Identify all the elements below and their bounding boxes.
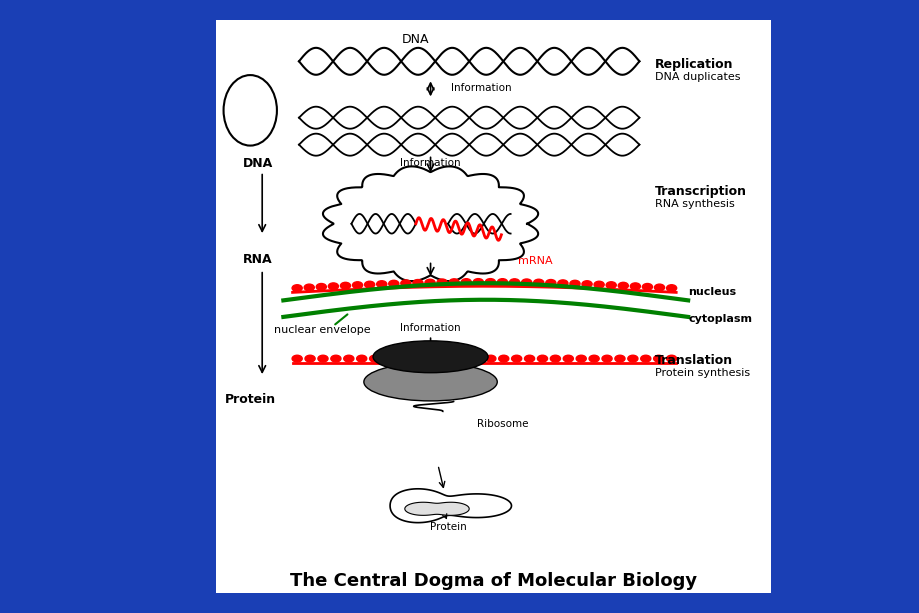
Circle shape	[630, 283, 640, 290]
Circle shape	[364, 281, 374, 288]
Circle shape	[328, 283, 338, 290]
Circle shape	[305, 356, 315, 362]
Circle shape	[331, 356, 341, 362]
Circle shape	[460, 356, 470, 362]
Circle shape	[460, 279, 471, 286]
Text: Protein synthesis: Protein synthesis	[654, 368, 749, 378]
Text: DNA duplicates: DNA duplicates	[654, 72, 740, 82]
Text: The Central Dogma of Molecular Biology: The Central Dogma of Molecular Biology	[290, 572, 697, 590]
Text: cytoplasm: cytoplasm	[687, 314, 752, 324]
Text: mRNA: mRNA	[517, 256, 552, 265]
Circle shape	[666, 284, 676, 292]
Circle shape	[472, 356, 482, 362]
Text: RNA synthesis: RNA synthesis	[654, 199, 734, 209]
Text: Information: Information	[400, 158, 460, 168]
Text: Protein: Protein	[224, 393, 276, 406]
Circle shape	[640, 356, 650, 362]
Circle shape	[537, 356, 547, 362]
Circle shape	[421, 356, 431, 362]
Circle shape	[413, 280, 423, 286]
Circle shape	[594, 281, 604, 288]
Text: Information: Information	[400, 324, 460, 333]
Circle shape	[550, 356, 560, 362]
Text: Information: Information	[450, 83, 511, 93]
Circle shape	[575, 356, 585, 362]
Circle shape	[369, 356, 380, 362]
Circle shape	[521, 279, 531, 286]
Circle shape	[641, 283, 652, 290]
Circle shape	[318, 356, 328, 362]
Circle shape	[509, 279, 519, 286]
Circle shape	[511, 356, 521, 362]
Circle shape	[588, 356, 598, 362]
Text: nucleus: nucleus	[687, 287, 735, 297]
Circle shape	[485, 279, 495, 286]
Circle shape	[434, 356, 444, 362]
Circle shape	[618, 283, 628, 289]
Circle shape	[557, 280, 567, 287]
Circle shape	[601, 356, 611, 362]
Text: Replication: Replication	[654, 58, 732, 71]
Polygon shape	[404, 502, 469, 516]
Circle shape	[401, 280, 411, 287]
Text: Ribosome: Ribosome	[476, 419, 528, 429]
Circle shape	[569, 280, 579, 287]
Circle shape	[340, 283, 350, 289]
Text: Transcription: Transcription	[654, 185, 746, 198]
Circle shape	[627, 356, 637, 362]
Text: Translation: Translation	[654, 354, 732, 367]
Circle shape	[376, 281, 386, 287]
Circle shape	[666, 356, 676, 362]
Circle shape	[316, 283, 326, 290]
Circle shape	[292, 356, 301, 362]
Circle shape	[562, 356, 573, 362]
Circle shape	[653, 284, 664, 291]
Text: RNA: RNA	[243, 253, 272, 266]
Circle shape	[447, 356, 457, 362]
Circle shape	[533, 280, 543, 286]
Circle shape	[472, 279, 482, 286]
Circle shape	[485, 356, 495, 362]
Circle shape	[352, 282, 362, 289]
Circle shape	[524, 356, 534, 362]
Circle shape	[344, 356, 354, 362]
Circle shape	[382, 356, 392, 362]
Circle shape	[425, 280, 435, 286]
Circle shape	[408, 356, 418, 362]
FancyBboxPatch shape	[216, 20, 770, 593]
Ellipse shape	[373, 341, 488, 373]
Circle shape	[357, 356, 367, 362]
Circle shape	[545, 280, 555, 286]
Circle shape	[582, 281, 592, 287]
Circle shape	[497, 279, 507, 286]
Circle shape	[652, 356, 663, 362]
Text: Protein: Protein	[429, 522, 466, 532]
Circle shape	[395, 356, 405, 362]
Ellipse shape	[364, 363, 497, 401]
Text: nuclear envelope: nuclear envelope	[273, 326, 370, 335]
Circle shape	[606, 282, 616, 289]
Circle shape	[292, 284, 301, 292]
Circle shape	[304, 284, 314, 291]
Polygon shape	[390, 489, 511, 523]
Text: DNA: DNA	[243, 157, 272, 170]
Circle shape	[437, 279, 447, 286]
Circle shape	[614, 356, 624, 362]
Circle shape	[389, 280, 399, 287]
Text: DNA: DNA	[402, 33, 429, 47]
Circle shape	[448, 279, 459, 286]
Circle shape	[498, 356, 508, 362]
